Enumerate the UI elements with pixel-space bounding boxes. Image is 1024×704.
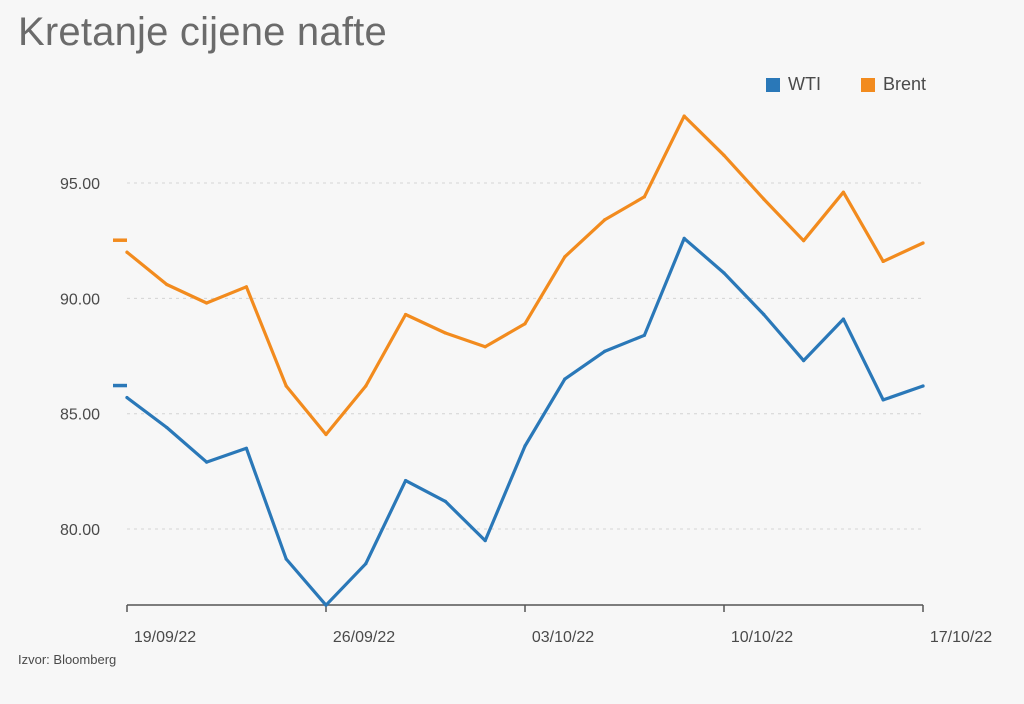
data-point-wti [523, 444, 527, 448]
x-tick-label: 17/10/22 [930, 629, 992, 646]
legend-label-brent: Brent [882, 74, 926, 94]
data-point-wti [205, 460, 209, 464]
series-line-wti [125, 236, 925, 607]
data-point-wti [841, 317, 846, 321]
x-tick-label: 10/10/22 [731, 629, 793, 646]
data-point-wti [642, 333, 647, 337]
data-point-brent [802, 239, 806, 243]
data-point-brent [125, 250, 129, 254]
series-line-brent [125, 114, 925, 437]
data-point-wti [603, 349, 607, 354]
data-point-wti [244, 446, 248, 450]
data-point-wti [404, 479, 408, 483]
data-point-brent [682, 114, 686, 118]
data-point-wti [165, 425, 169, 430]
data-point-brent [642, 195, 647, 199]
legend-item-brent: Brent [860, 74, 926, 95]
data-point-brent [324, 432, 328, 437]
y-tick-label: 90.00 [60, 291, 100, 308]
data-point-brent [364, 384, 368, 388]
data-point-brent [404, 312, 408, 317]
data-point-brent [284, 384, 288, 388]
data-point-wti [802, 359, 806, 363]
legend-swatch-wti [765, 77, 780, 92]
data-point-wti [483, 538, 487, 543]
x-tick-label: 26/09/22 [333, 629, 395, 646]
data-point-wti [682, 236, 686, 240]
data-point-wti [364, 562, 368, 566]
y-tick-label: 80.00 [60, 522, 100, 539]
data-point-brent [841, 190, 846, 194]
data-point-brent [483, 345, 487, 349]
x-tick-label: 03/10/22 [532, 629, 594, 646]
data-point-brent [205, 301, 209, 305]
legend-swatch-brent [860, 77, 875, 92]
data-point-wti [443, 499, 447, 503]
legend-item-wti: WTI [765, 74, 821, 95]
data-point-wti [324, 603, 328, 607]
data-point-wti [722, 271, 726, 275]
data-point-brent [722, 153, 726, 157]
data-point-wti [921, 384, 925, 388]
data-point-brent [762, 197, 766, 201]
chart-title: Kretanje cijene nafte [18, 10, 387, 54]
y-tick-label: 85.00 [60, 407, 100, 424]
data-point-wti [125, 395, 129, 400]
legend-label-wti: WTI [787, 74, 821, 94]
y-tick-label: 95.00 [60, 176, 100, 193]
data-point-brent [443, 331, 447, 335]
data-point-brent [603, 218, 607, 222]
data-point-wti [284, 557, 288, 561]
legend: WTI Brent [765, 74, 926, 95]
data-point-wti [881, 398, 885, 402]
data-point-brent [881, 259, 885, 264]
data-point-brent [921, 241, 925, 245]
data-point-wti [563, 377, 567, 381]
source-note: Izvor: Bloomberg [18, 652, 117, 667]
data-point-brent [165, 282, 169, 287]
data-point-brent [523, 322, 527, 326]
data-point-brent [563, 255, 567, 259]
data-point-brent [244, 285, 248, 289]
x-tick-label: 19/09/22 [134, 629, 196, 646]
data-point-wti [762, 312, 766, 317]
